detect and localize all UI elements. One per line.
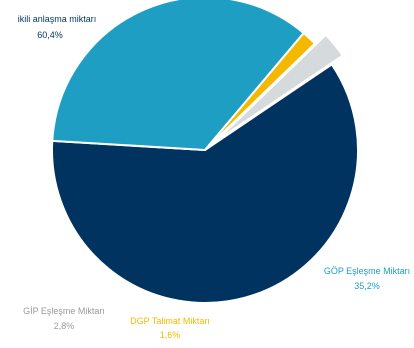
pie-labels: ikili anlaşma miktarı 60,4% GÖP Eşleşme … xyxy=(18,14,410,340)
pie-slice-0 xyxy=(51,63,359,304)
label-dgp-value: 1,6% xyxy=(160,330,181,340)
label-gop-name: GÖP Eşleşme Miktarı xyxy=(324,266,410,276)
pie-slices xyxy=(51,0,359,304)
pie-slice-3 xyxy=(214,33,344,143)
pie-slice-2 xyxy=(204,32,316,151)
label-gip-name: GİP Eşleşme Miktarı xyxy=(23,306,105,316)
label-ikili-value: 60,4% xyxy=(37,30,63,40)
label-dgp-name: DGP Talimat Miktarı xyxy=(130,316,210,326)
label-gip-value: 2,8% xyxy=(54,321,75,331)
pie-slice-1 xyxy=(51,0,305,151)
label-gop-value: 35,2% xyxy=(354,281,380,291)
label-ikili-name: ikili anlaşma miktarı xyxy=(18,14,97,24)
